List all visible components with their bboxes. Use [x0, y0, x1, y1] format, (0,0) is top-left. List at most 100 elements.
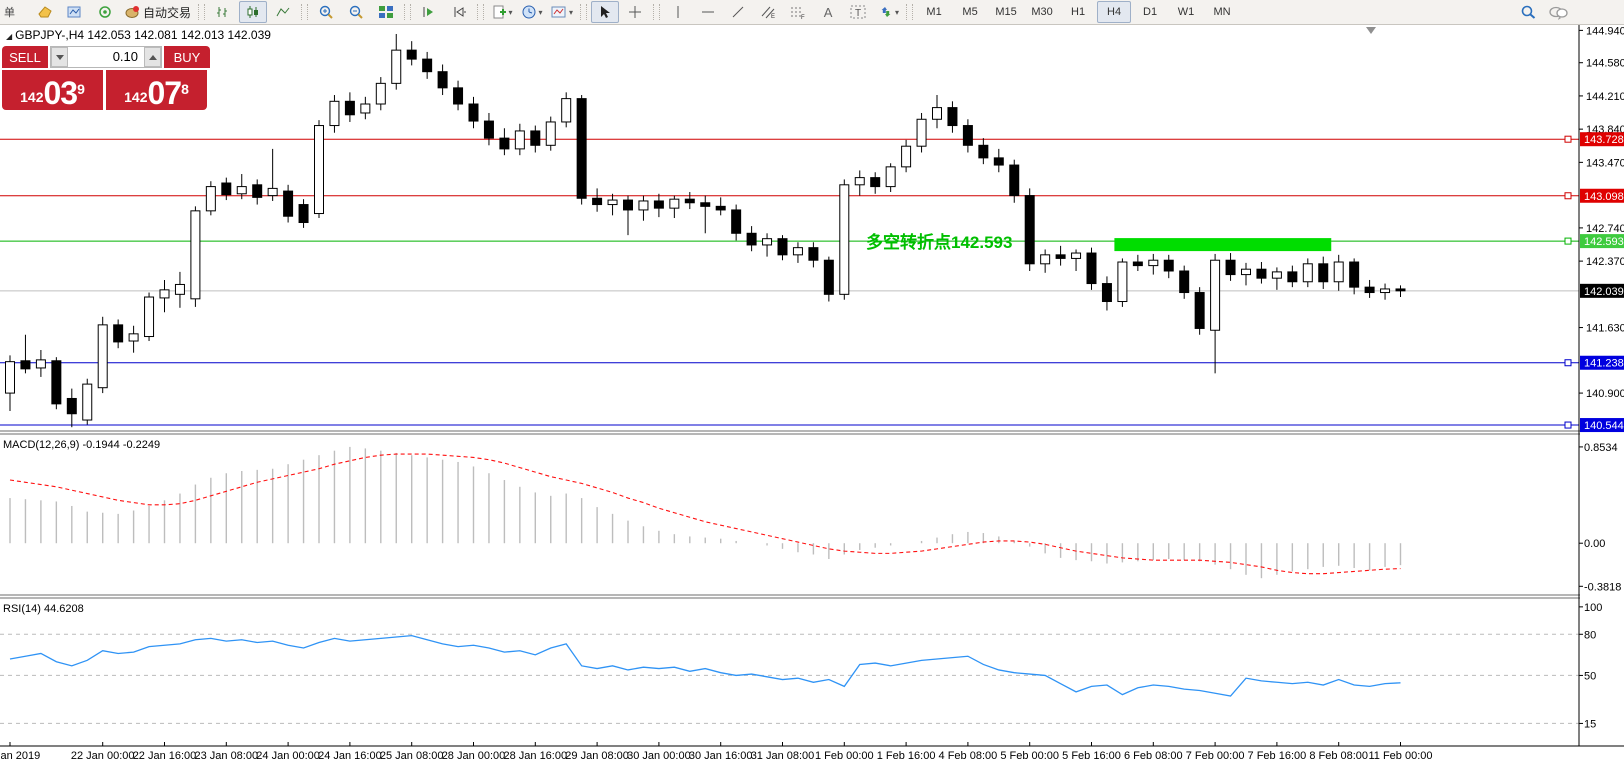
chart-window[interactable]: 144.940 144.580 144.210 143.840 143.470 142.7… [0, 25, 1624, 773]
macd-pane [9, 446, 1402, 579]
new-chart-icon[interactable] [31, 1, 59, 23]
tab-timeframe-m15[interactable]: M15 [995, 6, 1017, 18]
tab-timeframe-m30[interactable]: M30 [1031, 6, 1053, 18]
svg-text:141.630: 141.630 [1586, 323, 1624, 335]
toolbar-separator [477, 4, 485, 20]
ask-integer: 142 [124, 89, 148, 105]
ask-point: 8 [181, 81, 189, 97]
profiles-icon[interactable] [61, 1, 89, 23]
crosshair-tool-button[interactable] [621, 1, 649, 23]
templates-button[interactable]: ▾ [488, 1, 516, 23]
rsi-line [9, 634, 1401, 697]
toolbar-separator [906, 4, 914, 20]
toolbar-separator [580, 4, 588, 20]
svg-text:144.940: 144.940 [1586, 25, 1624, 37]
svg-text:4 Feb 08:00: 4 Feb 08:00 [939, 750, 998, 762]
volume-input[interactable]: 0.10 [68, 47, 144, 67]
tab-timeframe-m1[interactable]: M1 [926, 6, 942, 18]
autotrading-button[interactable]: 自动交易 [121, 1, 194, 23]
svg-text:T: T [855, 8, 861, 19]
line-chart-type-button[interactable] [269, 1, 297, 23]
svg-text:30 Jan 00:00: 30 Jan 00:00 [627, 750, 691, 762]
dropdown-arrow-icon: ▾ [895, 7, 900, 17]
chart-shift-marker [1366, 27, 1376, 34]
svg-text:142.593: 142.593 [1584, 236, 1624, 248]
chart-canvas[interactable]: 144.940 144.580 144.210 143.840 143.470 142.7… [0, 25, 1624, 773]
svg-text:E: E [771, 14, 775, 19]
zoom-out-icon[interactable] [342, 1, 370, 23]
svg-text:15: 15 [1584, 718, 1596, 730]
horizontal-line-tool[interactable] [694, 1, 722, 23]
tile-windows-icon[interactable] [372, 1, 400, 23]
svg-text:0.8534: 0.8534 [1584, 442, 1618, 454]
new-order-button[interactable]: 单 [1, 1, 29, 23]
macd-signal-line [9, 453, 1401, 575]
bid-price-button[interactable]: 142 03 9 [2, 70, 103, 110]
price-scale[interactable]: 144.940 144.580 144.210 143.840 143.470 142.7… [1578, 25, 1624, 746]
green-zone-rectangle[interactable] [1114, 238, 1332, 252]
chart-shift-button[interactable] [445, 1, 473, 23]
svg-text:143.840: 143.840 [1586, 124, 1624, 136]
chat-icon[interactable] [1544, 1, 1572, 23]
sell-button[interactable]: SELL [2, 46, 48, 68]
svg-text:24 Jan 16:00: 24 Jan 16:00 [318, 750, 382, 762]
tab-timeframe-w1[interactable]: W1 [1177, 6, 1195, 18]
price-badge-143.098: 143.098 [1580, 188, 1624, 203]
toolbar-separator [404, 4, 412, 20]
vertical-line-tool[interactable] [664, 1, 692, 23]
price-badge-141.238: 141.238 [1580, 355, 1624, 370]
indicators-button[interactable]: ▾ [548, 1, 576, 23]
main-toolbar: 单 自动交易 ▾ ▾ ▾ [0, 0, 1624, 25]
svg-text:143.470: 143.470 [1586, 157, 1624, 169]
price-badge-142.593: 142.593 [1580, 234, 1624, 249]
ask-price-button[interactable]: 142 07 8 [106, 70, 207, 110]
rsi-pane [0, 633, 1579, 724]
one-click-trading-panel: SELL 0.10 BUY 142 03 9 142 07 8 [2, 46, 210, 110]
svg-text:143.098: 143.098 [1584, 191, 1624, 203]
cursor-tool-button[interactable] [591, 1, 620, 23]
svg-text:142.740: 142.740 [1586, 223, 1624, 235]
search-icon[interactable] [1514, 1, 1542, 23]
tab-timeframe-h1[interactable]: H1 [1071, 6, 1086, 18]
equidistant-channel-tool[interactable]: E [754, 1, 782, 23]
triangle-down-icon [55, 54, 64, 60]
macd-indicator-label: MACD(12,26,9) -0.1944 -0.2249 [3, 439, 161, 451]
tab-timeframe-d1[interactable]: D1 [1143, 6, 1158, 18]
text-tool[interactable]: A [823, 4, 833, 20]
fibonacci-tool[interactable]: F [784, 1, 812, 23]
volume-decrease-button[interactable] [51, 47, 68, 67]
svg-text:140.544: 140.544 [1584, 420, 1624, 432]
tab-timeframe-h4[interactable]: H4 [1097, 1, 1132, 23]
svg-text:5 Feb 00:00: 5 Feb 00:00 [1000, 750, 1059, 762]
trendline-tool[interactable] [724, 1, 752, 23]
tab-timeframe-m5[interactable]: M5 [962, 6, 978, 18]
arrows-tool[interactable]: ▾ [874, 1, 902, 23]
svg-text:142.039: 142.039 [1584, 286, 1624, 298]
svg-text:22 Jan 16:00: 22 Jan 16:00 [133, 750, 197, 762]
svg-text:100: 100 [1584, 602, 1602, 614]
zoom-in-icon[interactable] [312, 1, 340, 23]
toolbar-separator [198, 4, 206, 20]
period-button[interactable]: ▾ [518, 1, 546, 23]
tab-timeframe-mn[interactable]: MN [1213, 6, 1231, 18]
volume-increase-button[interactable] [144, 47, 161, 67]
symbol-ohlc-values: 142.053 142.081 142.013 142.039 [87, 28, 271, 42]
bid-integer: 142 [20, 89, 44, 105]
rsi-indicator-label: RSI(14) 44.6208 [3, 603, 84, 615]
svg-text:11 Feb 00:00: 11 Feb 00:00 [1368, 750, 1432, 762]
toolbar-separator [301, 4, 309, 20]
auto-scroll-button[interactable] [415, 1, 443, 23]
dropdown-arrow-icon: ▾ [569, 7, 574, 17]
text-label-tool[interactable]: T [844, 1, 872, 23]
candlestick-chart-type-button[interactable] [239, 1, 268, 23]
svg-text:30 Jan 16:00: 30 Jan 16:00 [689, 750, 753, 762]
volume-stepper: 0.10 [50, 46, 162, 68]
buy-button[interactable]: BUY [164, 46, 210, 68]
autotrading-label: 自动交易 [143, 5, 192, 20]
svg-text:22 Jan 00:00: 22 Jan 00:00 [71, 750, 135, 762]
signals-icon[interactable] [91, 1, 119, 23]
bar-chart-type-button[interactable] [209, 1, 237, 23]
symbol-header: ◢ GBPJPY-,H4 142.053 142.081 142.013 142.… [6, 28, 271, 42]
pivot-annotation-text[interactable]: 多空转折点142.593 [866, 233, 1013, 252]
